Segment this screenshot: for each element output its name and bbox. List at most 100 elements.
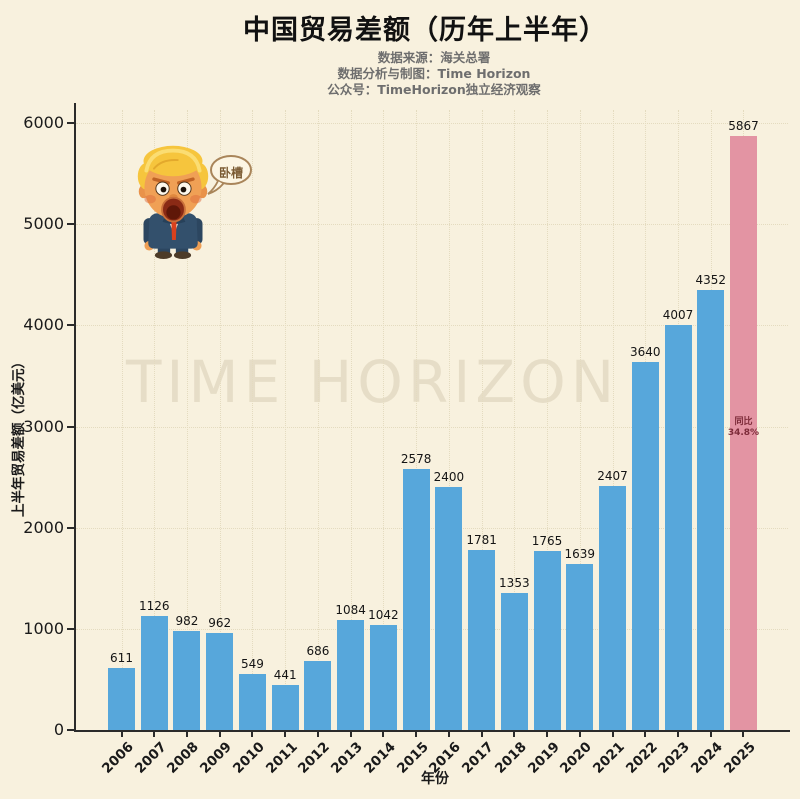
x-tick-label: 2011: [262, 739, 301, 777]
speech-bubble-text: 卧槽: [218, 166, 243, 180]
x-axis-tick: [677, 732, 679, 737]
x-tick-label: 2006: [98, 739, 137, 777]
highlight-note-line2: 34.8%: [727, 428, 760, 438]
x-axis-tick: [251, 732, 254, 737]
x-tick-label: 2019: [524, 739, 563, 777]
y-tick-label: 6000: [23, 113, 64, 132]
x-axis-tick: [546, 732, 549, 737]
h-gridline: [76, 628, 788, 630]
bar: [206, 632, 234, 730]
bar: [173, 630, 201, 730]
bar-value-label: 2407: [597, 469, 628, 484]
y-tick-label: 3000: [23, 416, 64, 436]
subtitle-analysis: 数据分析与制图：Time Horizon: [337, 66, 531, 81]
h-gridline: [76, 426, 788, 428]
x-tick-label: 2020: [557, 739, 596, 777]
bar: [566, 564, 594, 730]
bar-value-label: 1353: [499, 576, 530, 591]
bar: [304, 660, 332, 730]
bar-value-label: 1781: [466, 532, 497, 547]
y-axis-tick: [67, 627, 74, 630]
bar-value-label: 611: [110, 651, 133, 666]
bar-value-label: 962: [208, 615, 232, 630]
x-tick-label: 2022: [622, 739, 661, 777]
watermark: TIME HORIZON: [126, 348, 620, 416]
y-tick-label: 4000: [23, 315, 64, 335]
y-axis-line: [74, 103, 76, 732]
h-gridline: [76, 224, 788, 226]
y-tick-label: 1000: [23, 618, 64, 638]
x-axis-tick: [185, 732, 188, 737]
y-axis-title: 上半年贸易差额（亿美元）: [11, 355, 27, 517]
x-axis-tick: [480, 732, 483, 737]
v-gridline: [481, 110, 483, 730]
v-gridline: [219, 110, 221, 730]
y-tick-label: 5000: [23, 214, 64, 234]
y-axis-tick: [67, 526, 74, 529]
y-axis-tick: [67, 223, 74, 226]
bar: [271, 685, 299, 730]
bar-value-label: 1126: [138, 599, 170, 614]
bar-value-label: 2400: [433, 470, 465, 485]
subtitle-account: 公众号：TimeHorizon独立经济观察: [327, 82, 541, 97]
x-tick-label: 2012: [295, 739, 334, 777]
x-axis-tick: [644, 732, 647, 737]
bar: [468, 549, 496, 730]
bar: [631, 361, 659, 730]
v-gridline: [121, 110, 123, 730]
x-axis-tick: [284, 732, 287, 737]
v-gridline: [547, 110, 549, 730]
subtitle-source: 数据来源：海关总署: [377, 50, 491, 65]
v-gridline: [612, 110, 614, 730]
x-axis-line: [74, 730, 790, 732]
v-gridline: [350, 110, 352, 730]
v-gridline: [252, 110, 254, 730]
x-tick-label: 2008: [164, 739, 203, 777]
x-tick-label: 2010: [229, 739, 268, 777]
bar: [729, 136, 757, 730]
x-axis-tick: [578, 732, 581, 737]
bar-value-label: 549: [240, 657, 264, 672]
x-tick-label: 2024: [688, 739, 727, 777]
bar-value-label: 4007: [662, 307, 694, 322]
x-tick-label: 2021: [589, 739, 628, 777]
bar-value-label: 1639: [564, 547, 596, 562]
bar-value-label: 3640: [629, 344, 661, 359]
h-gridline: [76, 527, 788, 529]
bar: [664, 324, 692, 730]
x-axis-tick: [153, 732, 156, 737]
bar: [337, 620, 365, 730]
highlight-note: 同比 34.8%: [721, 417, 765, 439]
trump-figurine-illustration: [137, 145, 209, 260]
h-gridline: [76, 123, 788, 124]
bar: [402, 469, 430, 730]
x-axis-tick: [742, 732, 745, 737]
bar-value-label: 441: [273, 668, 297, 683]
x-axis-tick: [316, 732, 319, 737]
v-gridline: [383, 110, 385, 730]
x-axis-tick: [611, 732, 614, 737]
x-tick-label: 2023: [655, 739, 694, 777]
bar-value-label: 1084: [335, 603, 366, 618]
speech-bubble: [207, 155, 252, 195]
v-gridline: [285, 110, 287, 730]
y-axis-tick: [67, 324, 74, 327]
bar: [533, 551, 561, 730]
x-tick-label: 2025: [720, 739, 759, 777]
x-tick-label: 2018: [491, 739, 530, 777]
bar-value-label: 1765: [531, 534, 563, 549]
x-axis-tick: [513, 732, 516, 737]
x-tick-label: 2014: [360, 739, 399, 777]
highlight-note-line1: 同比: [734, 417, 753, 427]
bar: [369, 624, 397, 730]
x-axis-tick: [218, 732, 221, 737]
v-gridline: [579, 110, 581, 730]
x-axis-tick: [447, 732, 450, 737]
x-tick-label: 2009: [197, 739, 236, 777]
v-gridline: [416, 110, 418, 730]
bar-value-label: 982: [175, 613, 199, 628]
v-gridline: [448, 110, 450, 730]
y-tick-label: 2000: [23, 517, 64, 537]
bar: [599, 486, 627, 730]
